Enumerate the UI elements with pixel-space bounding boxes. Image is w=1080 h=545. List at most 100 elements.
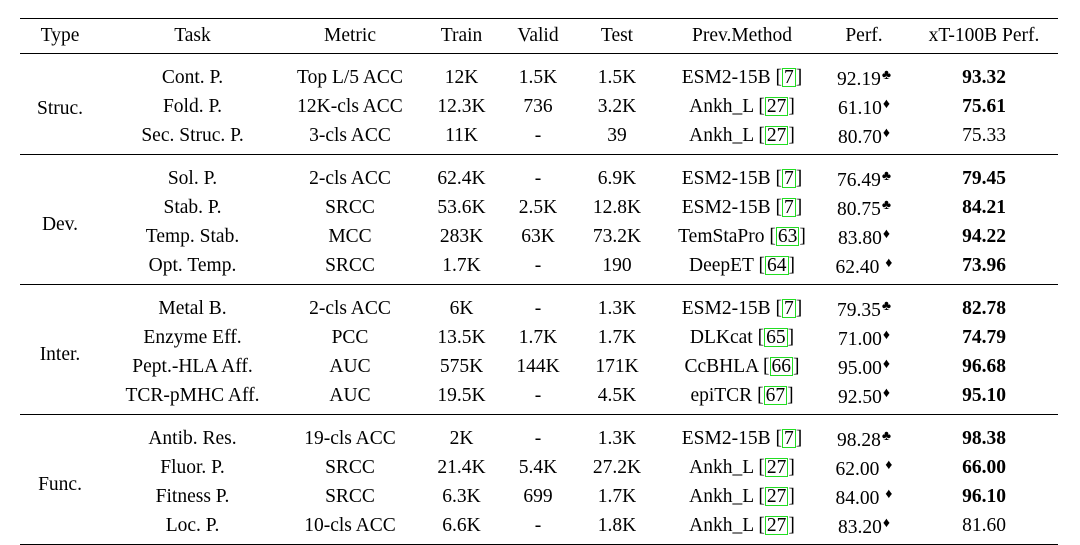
citation-bracket[interactable]: [27] <box>758 457 795 478</box>
method-name: epiTCR <box>690 385 753 406</box>
metric-cell: MCC <box>328 226 372 247</box>
method-name: ESM2-15B <box>681 67 771 88</box>
test-cell: 1.8K <box>597 515 637 536</box>
citation-link[interactable]: 7 <box>781 67 796 88</box>
citation-bracket[interactable]: [7] <box>775 197 803 218</box>
table-row: Func. Antib. Res. 19-cls ACC 2K - 1.3K ESM2-15… <box>20 415 1058 495</box>
citation-link[interactable]: 27 <box>764 125 789 146</box>
task-cell: Fold. P. <box>162 96 223 117</box>
citation-link[interactable]: 27 <box>764 515 789 536</box>
xt-perf-cell: 81.60 <box>962 515 1006 536</box>
test-cell: 6.9K <box>597 168 637 189</box>
method-name: ESM2-15B <box>681 428 771 449</box>
perf-cell: 80.75♣ <box>818 193 910 222</box>
train-cell: 2K <box>449 428 474 449</box>
citation-link[interactable]: 7 <box>781 298 796 319</box>
header-valid: Valid <box>517 25 559 46</box>
test-cell: 1.3K <box>597 298 637 319</box>
train-cell: 575K <box>439 356 484 377</box>
header-task: Task <box>174 25 211 46</box>
perf-cell: 79.35♣ <box>818 285 910 324</box>
valid-cell: 1.7K <box>518 327 558 348</box>
table-row: Loc. P. 10-cls ACC 6.6K -1.8K Ankh_L [27] 83.… <box>20 511 1058 545</box>
citation-bracket[interactable]: [7] <box>775 168 803 189</box>
method-name: DLKcat <box>689 327 753 348</box>
perf-value: 71.00 <box>837 329 882 350</box>
club-icon: ♣ <box>881 198 892 213</box>
train-cell: 12.3K <box>437 96 486 117</box>
table-row: Temp. Stab. MCC 283K 63K 73.2K TemStaPro [63]… <box>20 222 1058 251</box>
citation-link[interactable]: 66 <box>769 356 794 377</box>
table-row: Stab. P. SRCC 53.6K 2.5K 12.8K ESM2-15B [7] 80… <box>20 193 1058 222</box>
perf-value: 62.40 <box>835 257 885 278</box>
train-cell: 21.4K <box>437 457 486 478</box>
prev-method-cell: ESM2-15B [7] <box>666 155 818 194</box>
citation-link[interactable]: 63 <box>775 226 800 247</box>
citation-link[interactable]: 7 <box>781 197 796 218</box>
test-cell: 4.5K <box>597 385 637 406</box>
citation-link[interactable]: 7 <box>781 428 796 449</box>
prev-method-cell: DLKcat [65] <box>666 323 818 352</box>
train-cell: 12K <box>444 67 479 88</box>
prev-method-cell: Ankh_L [27] <box>666 92 818 121</box>
results-table: Type Task Metric Train Valid Test Prev.M… <box>20 18 1058 545</box>
valid-cell: - <box>534 168 542 189</box>
citation-bracket[interactable]: [27] <box>758 515 795 536</box>
metric-cell: SRCC <box>325 457 375 478</box>
xt-perf-cell: 75.61 <box>962 96 1006 117</box>
citation-bracket[interactable]: [63] <box>769 226 806 247</box>
prev-method-cell: Ankh_L [27] <box>666 121 818 155</box>
diamond-icon: ♦ <box>882 227 891 242</box>
metric-cell: 10-cls ACC <box>304 515 396 536</box>
task-cell: Sec. Struc. P. <box>141 125 244 146</box>
test-cell: 1.3K <box>597 428 637 449</box>
citation-bracket[interactable]: [27] <box>758 96 795 117</box>
test-cell: 171K <box>595 356 639 377</box>
type-cell: Inter. <box>39 343 81 365</box>
perf-value: 92.50 <box>837 387 882 408</box>
citation-bracket[interactable]: [66] <box>763 356 800 377</box>
diamond-icon: ♦ <box>882 97 891 112</box>
citation-link[interactable]: 67 <box>763 385 788 406</box>
table-row: Fold. P. 12K-cls ACC 12.3K 736 3.2K Ankh_L [2… <box>20 92 1058 121</box>
perf-value: 84.00 <box>835 488 885 509</box>
perf-value: 83.80 <box>837 228 882 249</box>
citation-bracket[interactable]: [7] <box>775 428 803 449</box>
citation-bracket[interactable]: [27] <box>758 125 795 146</box>
perf-cell: 80.70♦ <box>818 121 910 155</box>
xt-perf-cell: 94.22 <box>962 226 1006 247</box>
prev-method-cell: epiTCR [67] <box>666 381 818 415</box>
club-icon: ♣ <box>881 299 892 314</box>
club-icon: ♣ <box>881 429 892 444</box>
citation-link[interactable]: 7 <box>781 168 796 189</box>
citation-bracket[interactable]: [65] <box>757 327 795 348</box>
valid-cell: 2.5K <box>518 197 558 218</box>
metric-cell: AUC <box>329 385 371 406</box>
citation-bracket[interactable]: [64] <box>758 255 796 276</box>
citation-link[interactable]: 27 <box>764 96 789 117</box>
metric-cell: SRCC <box>325 255 375 276</box>
task-cell: Temp. Stab. <box>145 226 240 247</box>
method-name: Ankh_L <box>689 125 754 146</box>
task-cell: Enzyme Eff. <box>143 327 242 348</box>
test-cell: 12.8K <box>592 197 642 218</box>
citation-bracket[interactable]: [7] <box>775 67 803 88</box>
table-row: TCR-pMHC Aff. AUC 19.5K -4.5K epiTCR [67] 92.… <box>20 381 1058 415</box>
diamond-icon: ♦ <box>882 386 891 401</box>
train-cell: 283K <box>439 226 484 247</box>
table-row: Inter. Metal B. 2-cls ACC 6K - 1.3K ESM2-15B [… <box>20 285 1058 365</box>
table-row: Fluor. P. SRCC 21.4K 5.4K 27.2K Ankh_L [27] 62… <box>20 453 1058 482</box>
task-cell: Loc. P. <box>165 515 220 536</box>
valid-cell: - <box>534 298 542 319</box>
citation-link[interactable]: 27 <box>764 457 789 478</box>
perf-cell: 76.49♣ <box>818 155 910 194</box>
citation-link[interactable]: 64 <box>765 255 789 276</box>
table-body: Struc. Cont. P. Top L/5 ACC 12K 1.5K 1.5K ESM2… <box>20 54 1058 545</box>
method-name: DeepET <box>689 255 754 276</box>
prev-method-cell: CcBHLA [66] <box>666 352 818 381</box>
citation-link[interactable]: 65 <box>764 327 788 348</box>
metric-cell: 12K-cls ACC <box>297 96 403 117</box>
citation-bracket[interactable]: [7] <box>775 298 803 319</box>
citation-bracket[interactable]: [67] <box>757 385 794 406</box>
prev-method-cell: ESM2-15B [7] <box>666 415 818 454</box>
